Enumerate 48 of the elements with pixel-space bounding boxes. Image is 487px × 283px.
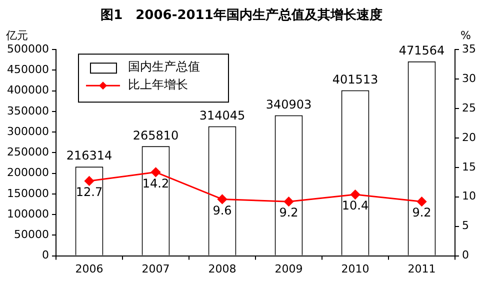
x-tick-label: 2006	[75, 262, 104, 276]
y2-tick-label: 10	[462, 190, 476, 203]
point	[84, 176, 94, 186]
y2-axis-title: %	[460, 28, 471, 42]
data-label: 314045	[199, 108, 246, 122]
data-label: 9.2	[412, 206, 432, 220]
point	[284, 196, 294, 206]
data-label: 9.6	[212, 203, 232, 218]
x-tick-label: 2008	[208, 262, 236, 276]
y2-tick-label: 5	[462, 219, 470, 232]
data-label: 9.2	[279, 206, 298, 220]
y2-tick-label: 15	[462, 160, 476, 174]
y2-tick-label: 30	[462, 72, 476, 85]
x-tick-label: 2010	[341, 262, 370, 276]
y-axis-title: 亿元	[5, 28, 28, 42]
data-label: 14.2	[142, 176, 170, 190]
y2-tick-label: 0	[462, 248, 470, 262]
x-tick-label: 2011	[408, 262, 436, 276]
legend-label: 比上年增长	[128, 78, 188, 92]
data-label: 10.4	[342, 198, 369, 213]
point	[150, 167, 160, 177]
point	[350, 190, 360, 200]
y-tick-label: 100000	[6, 207, 49, 220]
y-tick-label: 200000	[6, 166, 49, 180]
data-label: 471564	[398, 43, 445, 58]
chart-title: 图1 2006-2011年国内生产总值及其增长速度	[100, 7, 382, 24]
point	[217, 194, 227, 204]
data-label: 340903	[266, 97, 312, 112]
y-tick-label: 500000	[6, 42, 49, 56]
x-tick-label: 2009	[274, 262, 303, 276]
y-tick-label: 150000	[6, 186, 49, 200]
y-tick-label: 450000	[6, 63, 49, 76]
point	[417, 196, 426, 206]
data-label: 265810	[132, 128, 179, 142]
data-label: 401513	[332, 72, 378, 86]
y-tick-label: 400000	[6, 84, 49, 97]
y-tick-label: 250000	[6, 146, 49, 159]
y-tick-label: 50000	[14, 228, 49, 242]
data-label: 216314	[66, 148, 112, 163]
y-tick-label: 0	[42, 248, 49, 262]
y2-tick-label: 20	[462, 130, 476, 144]
data-label: 12.7	[76, 185, 103, 200]
y-tick-label: 350000	[6, 104, 49, 118]
y-tick-label: 300000	[6, 124, 49, 138]
x-tick-label: 2007	[142, 262, 170, 276]
legend-label: 国内生产总值	[128, 60, 200, 74]
y2-tick-label: 25	[462, 101, 476, 114]
y2-tick-label: 35	[462, 42, 476, 56]
